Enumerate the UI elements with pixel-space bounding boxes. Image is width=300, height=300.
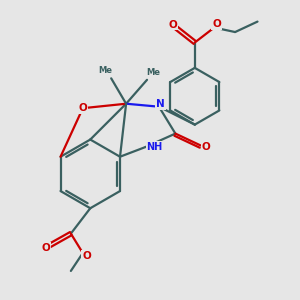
Text: O: O: [41, 243, 50, 253]
Text: O: O: [168, 20, 177, 30]
Text: Me: Me: [98, 66, 112, 75]
Text: O: O: [212, 19, 221, 29]
Text: O: O: [78, 103, 87, 113]
Text: N: N: [156, 99, 165, 109]
Text: NH: NH: [146, 142, 163, 152]
Text: Me: Me: [147, 68, 160, 77]
Text: O: O: [82, 251, 91, 261]
Text: O: O: [202, 142, 211, 152]
